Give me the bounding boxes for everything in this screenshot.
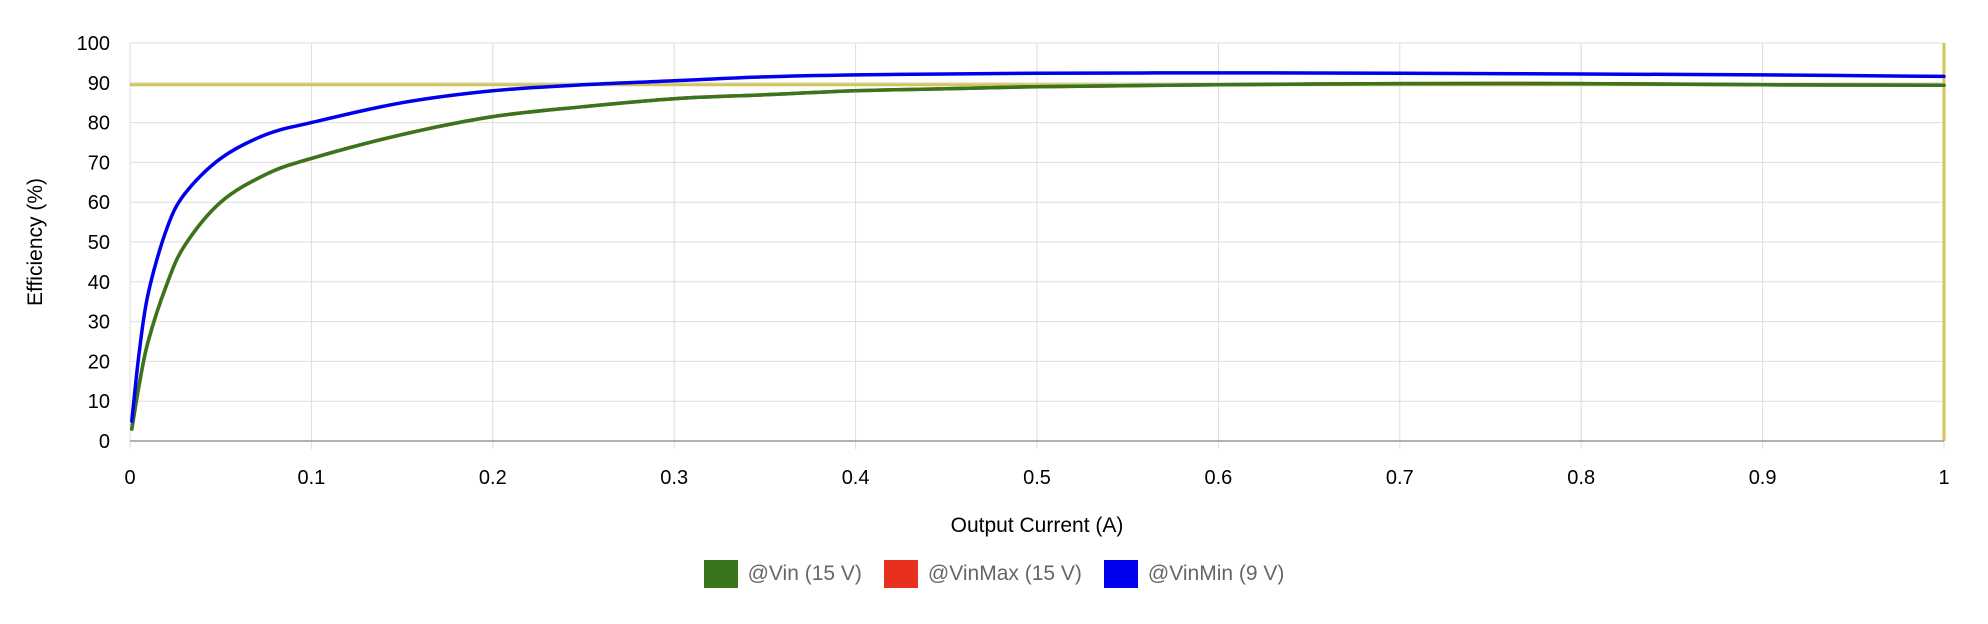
x-tick-label: 1 [1938, 467, 1949, 489]
y-tick-label: 50 [88, 232, 110, 254]
grid [129, 42, 1945, 441]
x-tick-label: 0.6 [1204, 467, 1232, 489]
legend-item[interactable]: @Vin (15 V) [703, 560, 862, 588]
legend-item[interactable]: @VinMin (9 V) [1103, 560, 1285, 588]
legend-swatch [1103, 560, 1138, 588]
x-tick-label: 0.7 [1386, 467, 1414, 489]
y-tick-label: 30 [88, 312, 110, 334]
legend-item[interactable]: @VinMax (15 V) [883, 560, 1082, 588]
legend-label: @Vin (15 V) [747, 562, 862, 585]
y-tick-label: 20 [88, 351, 110, 373]
series-line-2 [130, 71, 1946, 423]
y-tick-label: 90 [88, 73, 110, 95]
y-tick-label: 100 [77, 33, 110, 55]
y-axis-title: Efficiency (%) [24, 178, 47, 306]
y-axis-ticks: 0 10 20 30 40 50 60 70 80 90 100 [77, 33, 110, 453]
legend-swatch [703, 560, 738, 588]
x-tick-label: 0.1 [297, 467, 325, 489]
x-tick-label: 0.3 [660, 467, 688, 489]
x-tick-label: 0.2 [479, 467, 507, 489]
series-lines [130, 71, 1946, 431]
y-tick-label: 60 [88, 192, 110, 214]
x-tick-label: 0.8 [1567, 467, 1595, 489]
y-tick-label: 80 [88, 113, 110, 135]
legend-label: @VinMin (9 V) [1147, 562, 1285, 585]
x-axis-ticks: 0 0.1 0.2 0.3 0.4 0.5 0.6 0.7 0.8 0.9 1 [124, 441, 1950, 489]
x-tick-label: 0.9 [1749, 467, 1777, 489]
y-tick-label: 0 [99, 431, 110, 453]
x-tick-label: 0.5 [1023, 467, 1051, 489]
y-tick-label: 70 [88, 152, 110, 174]
y-tick-label: 10 [88, 391, 110, 413]
x-tick-label: 0.4 [842, 467, 870, 489]
series-line-0 [130, 81, 1946, 431]
legend-label: @VinMax (15 V) [927, 562, 1082, 585]
x-axis-title: Output Current (A) [951, 514, 1124, 537]
legend-swatch [883, 560, 918, 588]
y-tick-label: 40 [88, 272, 110, 294]
x-tick-label: 0 [124, 467, 135, 489]
legend: @Vin (15 V) @VinMax (15 V) @VinMin (9 V) [0, 560, 1988, 588]
